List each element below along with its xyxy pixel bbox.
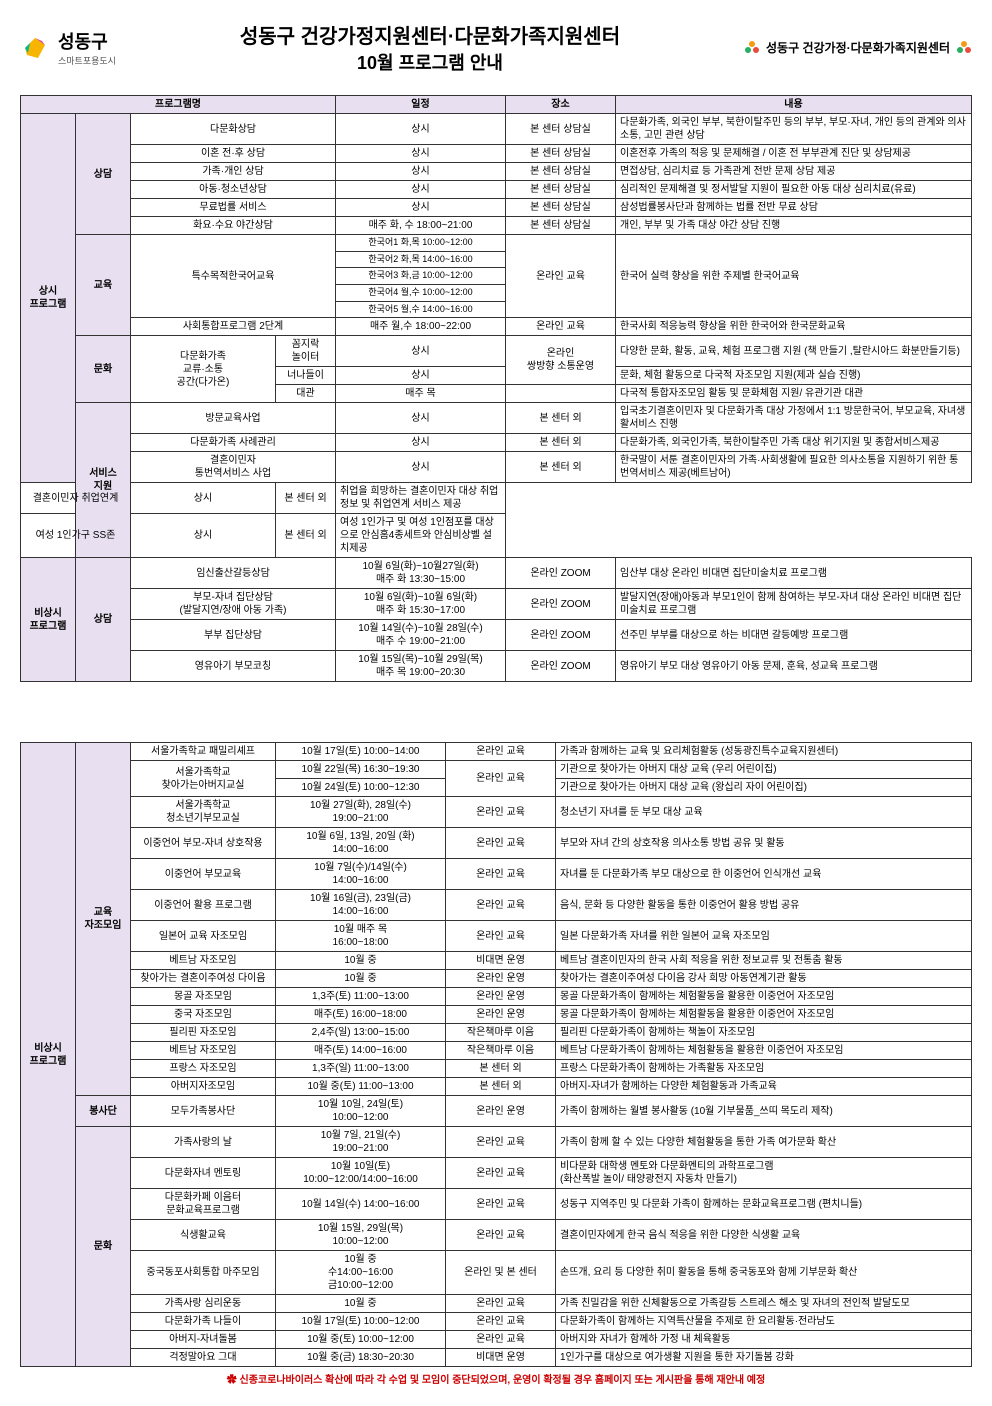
table-row: 가족사랑 심리운동10월 중온라인 교육가족 친밀감을 위한 신체활동으로 가족… [21, 1295, 972, 1313]
header: 성동구 스마트포용도시 성동구 건강가정지원센터·다문화가족지원센터 10월 프… [20, 20, 972, 75]
table-row: 결혼이민자 취업연계상시본 센터 외취업을 희망하는 결혼이민자 대상 취업정보… [21, 483, 972, 514]
logo-right-text: 성동구 건강가정·다문화가족지원센터 [766, 39, 950, 56]
cat-culture2: 문화 [76, 1127, 131, 1367]
table-row: 다문화자녀 멘토링10월 10일(토)10:00~12:00/14:00~16:… [21, 1158, 972, 1189]
table-row: 가족·개인 상담상시본 센터 상담실면접상담, 심리치료 등 가족관계 전반 문… [21, 163, 972, 181]
col-program: 프로그램명 [21, 96, 336, 114]
table-row: 무료법률 서비스상시본 센터 상담실삼성법률봉사단과 함께하는 법률 전반 무료… [21, 199, 972, 217]
cat-edugroup: 교육자조모임 [76, 743, 131, 1096]
flower-icon [956, 40, 972, 56]
logo-left-text: 성동구 [58, 28, 116, 54]
table-row: 영유아기 부모코칭10월 15일(목)~10월 29일(목)매주 목 19:00… [21, 651, 972, 682]
logo-left-sub: 스마트포용도시 [58, 54, 116, 67]
table-row: 식생활교육10월 15일, 29일(목)10:00~12:00온라인 교육결혼이… [21, 1220, 972, 1251]
table-row: 아동·청소년상담상시본 센터 상담실심리적인 문제해결 및 정서발달 지원이 필… [21, 181, 972, 199]
table-row: 이혼 전·후 상담상시본 센터 상담실이혼전후 가족의 적응 및 문제해결 / … [21, 145, 972, 163]
table-row: 상시프로그램 상담 다문화상담 상시 본 센터 상담실 다문화가족, 외국인 부… [21, 114, 972, 145]
group-nonreg: 비상시프로그램 [21, 558, 76, 682]
cat-consult: 상담 [76, 114, 131, 235]
table-row: 서비스지원 방문교육사업상시본 센터 외입국초기결혼이민자 및 다문화가족 대상… [21, 403, 972, 434]
group-always: 상시프로그램 [21, 114, 76, 483]
table-row: 부부 집단상담10월 14일(수)~10월 28일(수)매주 수 19:00~2… [21, 620, 972, 651]
table-row: 화요·수요 야간상담매주 화, 수 18:00~21:00본 센터 상담실개인,… [21, 217, 972, 235]
table-row: 부모-자녀 집단상담(발달지연/장애 아동 가족)10월 6일(화)~10월 6… [21, 589, 972, 620]
cat-consult2: 상담 [76, 558, 131, 682]
district-logo-icon [20, 33, 50, 63]
table-row: 서울가족학교청소년기부모교실10월 27일(화), 28일(수)19:00~21… [21, 797, 972, 828]
table-row: 이중언어 부모교육10월 7일(수)/14일(수)14:00~16:00온라인 … [21, 859, 972, 890]
table-row: 걱정말아요 그대10월 중(금) 18:30~20:30비대면 운영1인가구를 … [21, 1349, 972, 1367]
table-row: 이중언어 부모-자녀 상호작용10월 6일, 13일, 20일 (화)14:00… [21, 828, 972, 859]
table-row: 이중언어 활용 프로그램10월 16일(금), 23일(금)14:00~16:0… [21, 890, 972, 921]
cat-volunteer: 봉사단 [76, 1096, 131, 1127]
table-row: 아버지자조모임10월 중(토) 11:00~13:00본 센터 외아버지-자녀가… [21, 1078, 972, 1096]
col-schedule: 일정 [336, 96, 506, 114]
table-row: 베트남 자조모임10월 중비대면 운영베트남 결혼이민자의 한국 사회 적응을 … [21, 952, 972, 970]
program-table-1: 프로그램명 일정 장소 내용 상시프로그램 상담 다문화상담 상시 본 센터 상… [20, 95, 972, 682]
table-row: 문화 다문화가족교류·소통공간(다가온) 꼼지락놀이터 상시 온라인쌍방향 소통… [21, 336, 972, 367]
table-row: 프랑스 자조모임1,3주(일) 11:00~13:00본 센터 외프랑스 다문화… [21, 1060, 972, 1078]
table-row: 일본어 교육 자조모임10월 매주 목16:00~18:00온라인 교육일본 다… [21, 921, 972, 952]
table-row: 중국 자조모임매주(토) 16:00~18:00온라인 운영몽골 다문화가족이 … [21, 1006, 972, 1024]
table-row: 다문화카페 이음터문화교육프로그램10월 14일(수) 14:00~16:00온… [21, 1189, 972, 1220]
title-sub: 10월 프로그램 안내 [116, 49, 744, 75]
group-nonreg2: 비상시프로그램 [21, 743, 76, 1367]
table-header-row: 프로그램명 일정 장소 내용 [21, 96, 972, 114]
table-row: 찾아가는 결혼이주여성 다이음10월 중온라인 운영찾아가는 결혼이주여성 다이… [21, 970, 972, 988]
table-row: 다문화가족 사례관리상시본 센터 외다문화가족, 외국인가족, 북한이탈주민 가… [21, 434, 972, 452]
program-table-2: 비상시프로그램 교육자조모임 서울가족학교 패밀리셰프10월 17일(토) 10… [20, 742, 972, 1367]
table-row: 서울가족학교찾아가는아버지교실10월 22일(목) 16:30~19:30온라인… [21, 761, 972, 779]
notice-text: ✿ 신종코로나바이러스 확산에 따라 각 수업 및 모임이 중단되었으며, 운영… [20, 1371, 972, 1386]
logo-right: 성동구 건강가정·다문화가족지원센터 [744, 39, 972, 56]
table-row: 비상시프로그램 교육자조모임 서울가족학교 패밀리셰프10월 17일(토) 10… [21, 743, 972, 761]
table-row: 여성 1인가구 SS존상시본 센터 외여성 1인가구 및 여성 1인점포를 대상… [21, 514, 972, 558]
table-row: 중국동포사회통합 마주모임10월 중수14:00~16:00금10:00~12:… [21, 1251, 972, 1295]
table-row: 필리핀 자조모임2,4주(일) 13:00~15:00작은책마루 이음필리핀 다… [21, 1024, 972, 1042]
cat-culture: 문화 [76, 336, 131, 403]
table-row: 비상시프로그램 상담 임신출산갈등상담10월 6일(화)~10월27일(화)매주… [21, 558, 972, 589]
table-row: 다문화가족 나들이10월 17일(토) 10:00~12:00온라인 교육다문화… [21, 1313, 972, 1331]
flower-icon [744, 40, 760, 56]
cat-edu: 교육 [76, 235, 131, 336]
table-row: 결혼이민자통번역서비스 사업상시본 센터 외한국말이 서툰 결혼이민자의 가족·… [21, 452, 972, 483]
table-row: 몽골 자조모임1,3주(토) 11:00~13:00온라인 운영몽골 다문화가족… [21, 988, 972, 1006]
table-row: 베트남 자조모임매주(토) 14:00~16:00작은책마루 이음베트남 다문화… [21, 1042, 972, 1060]
table-row: 사회통합프로그램 2단계매주 월,수 18:00~22:00온라인 교육한국사회… [21, 318, 972, 336]
title-main: 성동구 건강가정지원센터·다문화가족지원센터 [116, 20, 744, 49]
table-row: 문화 가족사랑의 날10월 7일, 21일(수)19:00~21:00온라인 교… [21, 1127, 972, 1158]
logo-left: 성동구 스마트포용도시 [20, 28, 116, 67]
col-content: 내용 [616, 96, 972, 114]
table-row: 봉사단 모두가족봉사단10월 10일, 24일(토)10:00~12:00온라인… [21, 1096, 972, 1127]
title-block: 성동구 건강가정지원센터·다문화가족지원센터 10월 프로그램 안내 [116, 20, 744, 75]
table-row: 교육 특수목적한국어교육 한국어1 화,목 10:00~12:00 온라인 교육… [21, 235, 972, 252]
table-row: 아버지-자녀돌봄10월 중(토) 10:00~12:00온라인 교육아버지와 자… [21, 1331, 972, 1349]
col-place: 장소 [506, 96, 616, 114]
